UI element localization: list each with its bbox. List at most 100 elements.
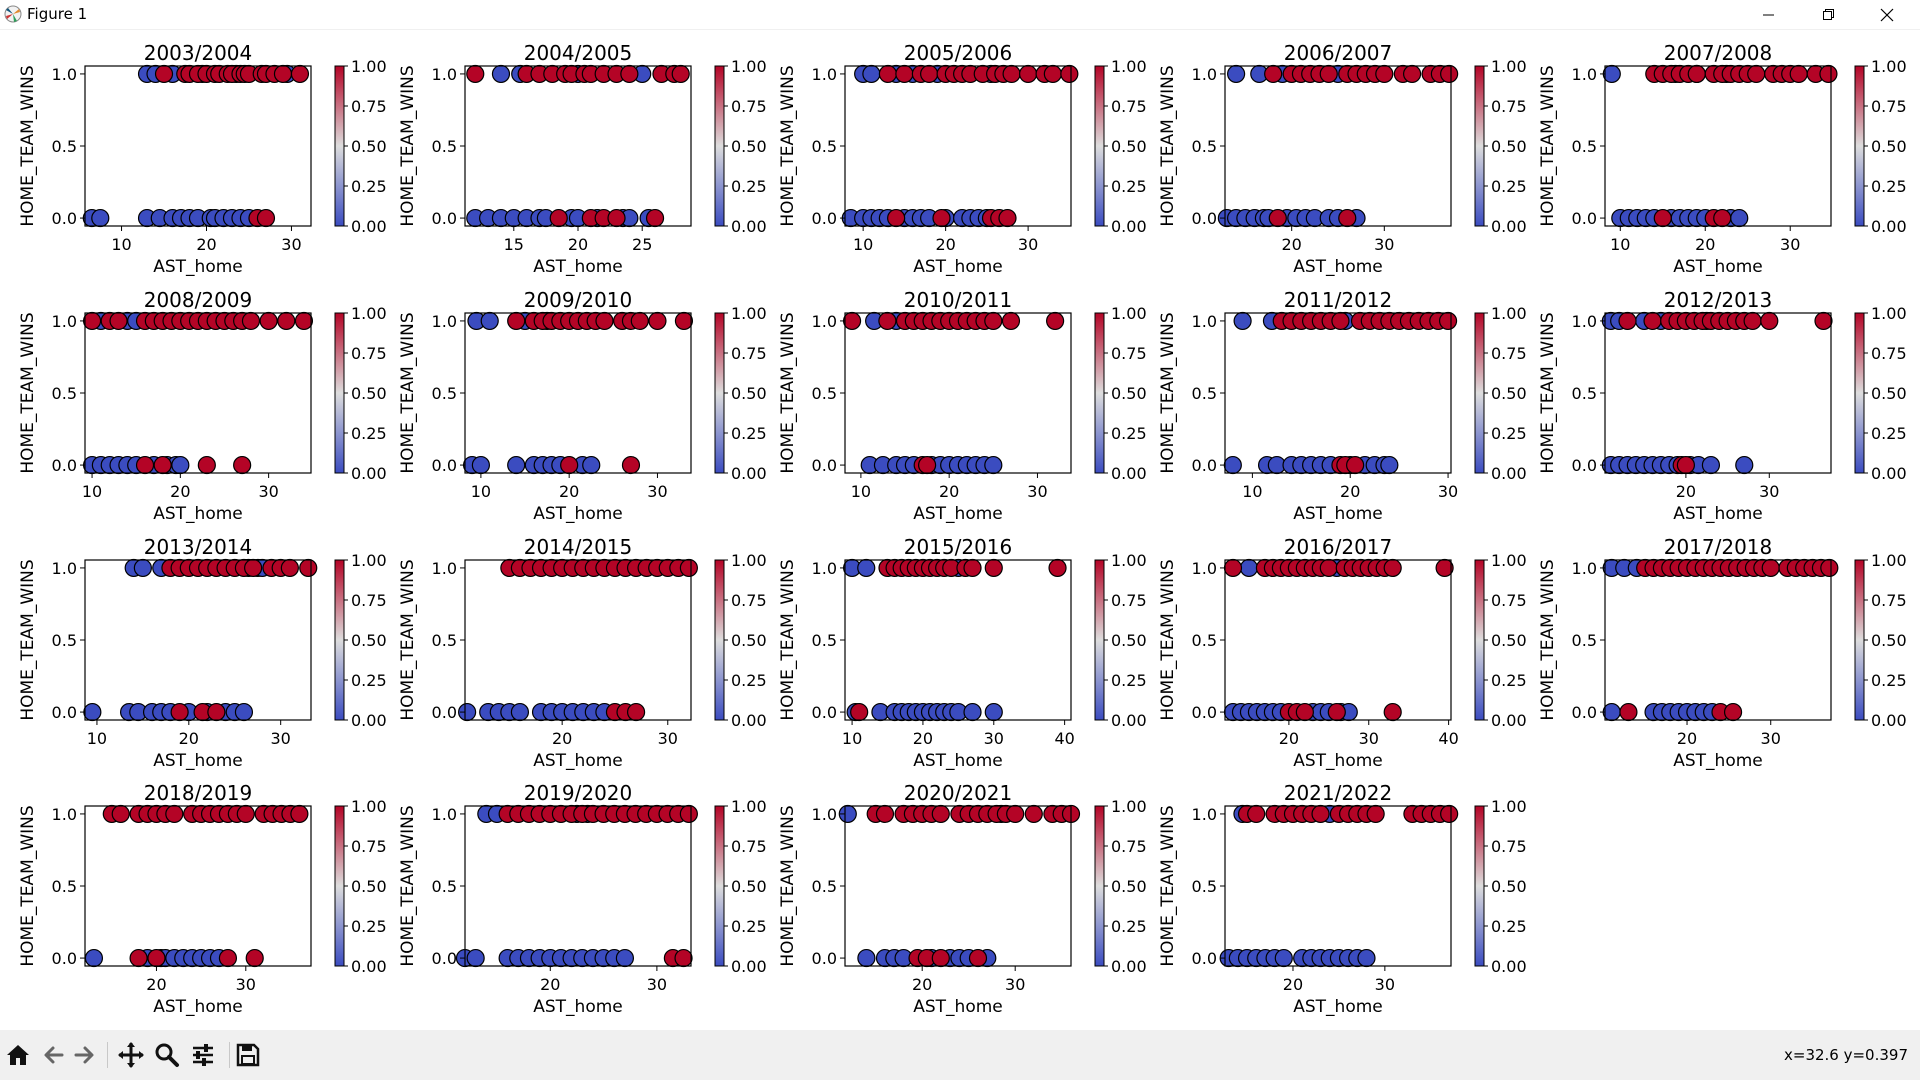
x-axis-label: AST_home (153, 997, 243, 1017)
y-tick-label: 0.5 (1572, 631, 1597, 650)
colorbar-tick-label: 0.75 (1111, 591, 1147, 610)
subplot-title: 2017/2018 (1664, 535, 1773, 559)
colorbar-tick-label: 0.50 (1491, 631, 1527, 650)
x-tick-label: 20 (146, 975, 166, 994)
scatter-point (1402, 64, 1422, 84)
scatter-point (91, 208, 110, 228)
colorbar-tick-label: 0.25 (351, 177, 387, 196)
close-icon (1880, 8, 1894, 21)
x-tick-label: 10 (842, 729, 862, 748)
colorbar-tick-label: 0.25 (351, 424, 387, 443)
scatter-point (153, 455, 172, 475)
navigation-toolbar: x=32.6 y=0.397 (0, 1030, 1920, 1080)
scatter-point (109, 311, 128, 331)
x-axis-label: AST_home (153, 504, 243, 524)
subplot-title: 2010/2011 (904, 288, 1013, 312)
y-tick-label: 0.5 (52, 384, 77, 403)
colorbar (714, 805, 725, 967)
zoom-button[interactable] (152, 1040, 182, 1070)
x-tick-label: 20 (1283, 975, 1303, 994)
scatter-point (1619, 702, 1638, 722)
restore-button[interactable] (1806, 0, 1852, 29)
scatter-point (466, 948, 485, 968)
scatter-point (1327, 702, 1346, 722)
scatter-point (645, 208, 665, 228)
scatter-point (241, 311, 261, 331)
colorbar-tick-label: 0.25 (731, 424, 767, 443)
scatter-point (1440, 64, 1459, 84)
x-axis-label: AST_home (153, 751, 243, 771)
y-tick-label: 0.0 (812, 209, 837, 228)
scatter-point (236, 804, 255, 824)
colorbar-tick-label: 0.25 (1491, 424, 1527, 443)
colorbar-tick-label: 0.25 (1491, 671, 1527, 690)
axes-frame (84, 559, 312, 721)
toolbar-separator (107, 1042, 108, 1068)
colorbar-tick-label: 0.75 (731, 97, 767, 116)
forward-button[interactable] (70, 1040, 100, 1070)
y-axis-label: HOME_TEAM_WINS (1538, 559, 1558, 720)
configure-subplots-button[interactable] (188, 1040, 218, 1070)
y-tick-label: 1.0 (1192, 805, 1217, 824)
y-tick-label: 1.0 (432, 559, 457, 578)
axes-frame (464, 805, 692, 967)
back-button[interactable] (38, 1040, 68, 1070)
y-tick-label: 1.0 (812, 805, 837, 824)
scatter-point (1735, 455, 1754, 475)
save-button[interactable] (233, 1040, 263, 1070)
scatter-point (170, 702, 189, 722)
y-tick-label: 1.0 (1572, 312, 1597, 331)
home-icon (7, 1045, 29, 1065)
scatter-point (648, 311, 667, 331)
colorbar-tick-label: 0.25 (1111, 917, 1147, 936)
y-axis-label: HOME_TEAM_WINS (778, 559, 798, 720)
colorbar-tick-label: 1.00 (1491, 57, 1527, 76)
scatter-point (510, 702, 530, 722)
close-button[interactable] (1864, 0, 1910, 29)
x-axis-label: AST_home (153, 257, 243, 277)
axes-frame (1604, 65, 1832, 227)
colorbar-tick-label: 1.00 (351, 304, 387, 323)
scatter-point (82, 311, 102, 331)
colorbar-tick-label: 0.50 (351, 631, 387, 650)
axes-frame (844, 312, 1072, 474)
y-tick-label: 0.5 (1572, 384, 1597, 403)
scatter-point (887, 208, 906, 228)
pan-icon (118, 1042, 144, 1068)
pan-button[interactable] (116, 1040, 146, 1070)
y-tick-label: 0.0 (1192, 456, 1217, 475)
scatter-point (549, 208, 568, 228)
subplot-2010-2011: 2010/2011 0.0 0.5 1.0 10 20 30 AST_home HOME_TEA… (778, 288, 1147, 524)
y-tick-label: 0.0 (812, 949, 837, 968)
y-tick-label: 0.0 (52, 456, 77, 475)
colorbar-tick-label: 0.25 (351, 671, 387, 690)
scatter-point (290, 804, 309, 824)
minimize-button[interactable] (1746, 0, 1792, 29)
x-axis-label: AST_home (1293, 751, 1383, 771)
colorbar-tick-label: 0.25 (1871, 424, 1907, 443)
subplot-2011-2012: 2011/2012 0.0 0.5 1.0 10 20 30 AST_home HOME_TEA… (1158, 288, 1527, 524)
y-tick-label: 0.0 (812, 456, 837, 475)
colorbar-tick-label: 0.00 (351, 957, 387, 976)
colorbar-tick-label: 0.50 (731, 877, 767, 896)
x-tick-label: 20 (196, 235, 216, 254)
y-tick-label: 1.0 (1192, 559, 1217, 578)
scatter-point (1311, 804, 1330, 824)
scatter-point (963, 702, 982, 722)
colorbar-tick-label: 0.50 (351, 877, 387, 896)
home-button[interactable] (3, 1040, 33, 1070)
scatter-point (857, 558, 876, 578)
x-tick-label: 30 (1018, 235, 1038, 254)
y-axis-label: HOME_TEAM_WINS (398, 805, 418, 966)
scatter-point (1643, 311, 1662, 331)
colorbar-tick-label: 0.00 (731, 217, 767, 236)
x-axis-label: AST_home (533, 257, 623, 277)
axes-frame (844, 65, 1072, 227)
x-axis-label: AST_home (913, 257, 1003, 277)
figure-canvas[interactable]: 2003/2004 0.0 0.5 1.0 10 20 30 AST_home HOME_TEA… (0, 30, 1920, 1030)
scatter-point (154, 64, 174, 84)
colorbar-tick-label: 0.75 (731, 344, 767, 363)
colorbar-tick-label: 1.00 (1111, 57, 1147, 76)
x-tick-label: 20 (1340, 482, 1360, 501)
colorbar (334, 559, 345, 721)
